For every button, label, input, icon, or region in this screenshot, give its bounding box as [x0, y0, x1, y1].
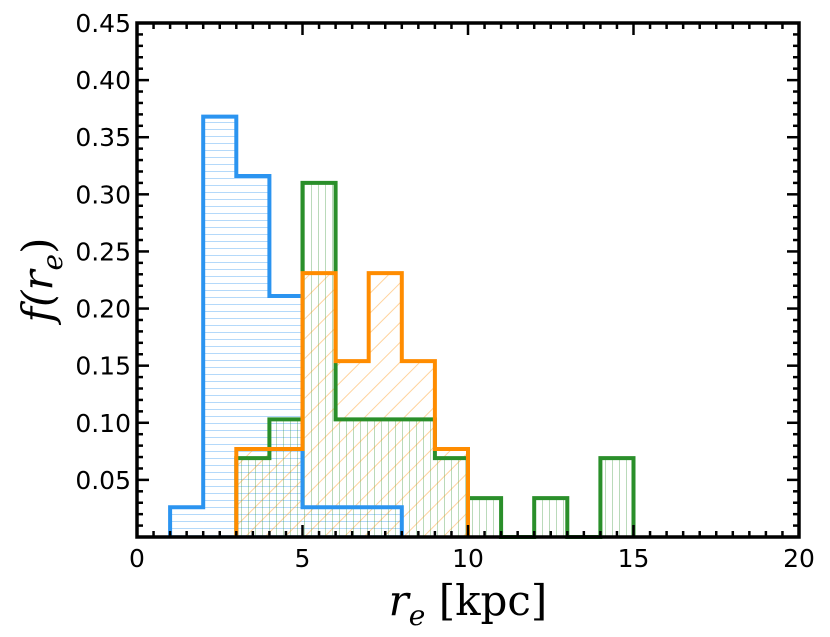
- histogram-bar-series-2-bin-8: [534, 498, 568, 537]
- histogram-outline-series-1: [168, 114, 404, 537]
- histogram-bar-series-2-bin-10: [600, 458, 634, 537]
- y-tick-label: 0.15: [75, 352, 131, 381]
- y-tick-label: 0.30: [75, 180, 131, 209]
- y-tick-label: 0.35: [75, 123, 131, 152]
- histogram-bar-series-3-bin-5: [401, 361, 435, 537]
- x-axis-title: re [kpc]: [389, 576, 548, 632]
- histogram-bar-series-3-bin-1: [236, 449, 303, 537]
- histogram-outline-series-3: [234, 271, 470, 537]
- y-tick-label: 0.45: [75, 9, 131, 38]
- x-tick-label: 20: [783, 544, 815, 573]
- histogram-bar-series-3-bin-6: [434, 449, 468, 537]
- histogram-bar-series-3-bin-4: [368, 273, 402, 537]
- histogram-bar-series-2-bin-6: [468, 498, 502, 537]
- y-tick-label: 0.25: [75, 237, 131, 266]
- x-tick-label: 15: [618, 544, 650, 573]
- x-tick-label: 0: [129, 544, 145, 573]
- y-axis-title: f(re): [13, 238, 69, 326]
- plot-frame: [135, 21, 801, 539]
- x-tick-label: 5: [295, 544, 311, 573]
- histogram-bar-series-3-bin-2: [302, 273, 336, 537]
- y-tick-label: 0.40: [75, 66, 131, 95]
- x-tick-labels: 0 5 10 15 20: [129, 544, 815, 573]
- y-tick-label: 0.20: [75, 295, 131, 324]
- y-tick-label: 0.05: [75, 466, 131, 495]
- x-tick-label: 10: [452, 544, 484, 573]
- y-tick-label: 0.10: [75, 409, 131, 438]
- histogram-bar-series-3-bin-3: [335, 361, 369, 537]
- y-tick-labels: 0.05 0.10 0.15 0.20 0.25 0.30 0.35 0.40 0.45: [75, 9, 131, 495]
- histogram-bar-series-1-bin-2: [203, 116, 237, 537]
